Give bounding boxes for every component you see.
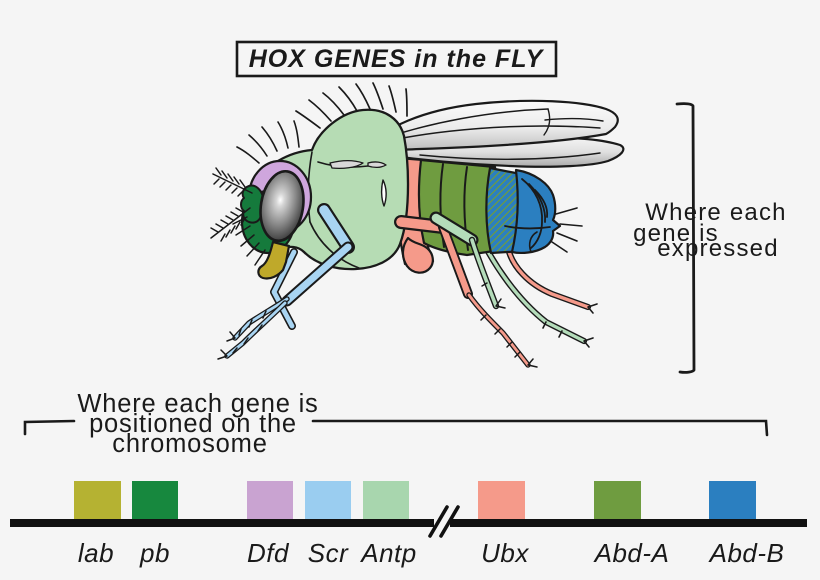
svg-text:Antp: Antp	[359, 538, 417, 568]
svg-text:HOX GENES in the FLY: HOX GENES in the FLY	[249, 45, 545, 73]
svg-text:Where each gene is: Where each gene is	[77, 390, 318, 418]
svg-text:positioned on the: positioned on the	[89, 410, 297, 438]
svg-text:chromosome: chromosome	[112, 430, 267, 458]
svg-text:Scr: Scr	[308, 538, 349, 568]
svg-text:lab: lab	[78, 538, 114, 568]
svg-text:gene is: gene is	[633, 220, 719, 247]
svg-text:Abd-B: Abd-B	[708, 538, 785, 568]
svg-text:expressed: expressed	[657, 235, 779, 262]
svg-text:pb: pb	[139, 538, 170, 568]
svg-text:Where each: Where each	[645, 199, 786, 226]
svg-text:Abd-A: Abd-A	[593, 538, 670, 568]
svg-text:Dfd: Dfd	[247, 538, 290, 568]
svg-text:Ubx: Ubx	[481, 538, 529, 568]
